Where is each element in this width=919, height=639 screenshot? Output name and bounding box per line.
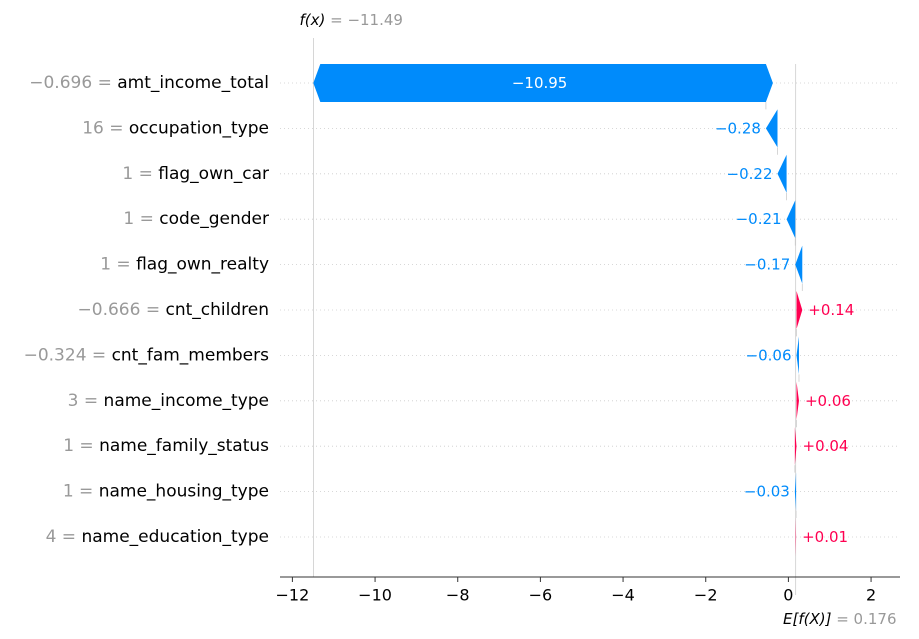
feature-label-cnt_children: −0.666 = cnt_children <box>78 300 269 320</box>
x-tick-label: −2 <box>694 586 718 605</box>
x-tick-label: −6 <box>529 586 553 605</box>
bar-label-name_housing_type: −0.03 <box>744 483 790 501</box>
bar-label-cnt_fam_members: −0.06 <box>746 346 792 364</box>
feature-name: cnt_fam_members <box>112 345 270 365</box>
feature-value: −0.666 = <box>78 300 166 320</box>
fx-label: f(x) <box>299 11 330 29</box>
feature-label-occupation_type: 16 = occupation_type <box>82 118 269 138</box>
feature-value: −0.696 = <box>29 73 117 93</box>
fx-value: = −11.49 <box>330 11 403 29</box>
efx-annotation: E[f(X)] = 0.176 <box>783 610 897 628</box>
x-tick-label: 2 <box>866 586 876 605</box>
fx-annotation: f(x) = −11.49 <box>299 11 403 29</box>
feature-label-name_education_type: 4 = name_education_type <box>46 527 269 547</box>
bar-label-code_gender: −0.21 <box>736 210 782 228</box>
feature-name: name_education_type <box>81 527 269 547</box>
bar-flag_own_car <box>777 154 787 193</box>
feature-value: 4 = <box>46 527 82 547</box>
bar-name_income_type <box>796 381 799 420</box>
feature-label-flag_own_car: 1 = flag_own_car <box>122 164 269 184</box>
bar-occupation_type <box>765 109 778 148</box>
feature-name: occupation_type <box>129 118 269 138</box>
bar-label-name_family_status: +0.04 <box>803 437 849 455</box>
feature-name: flag_own_car <box>158 164 269 184</box>
row-gridlines <box>280 82 900 538</box>
feature-value: 1 = <box>63 482 99 502</box>
feature-label-flag_own_realty: 1 = flag_own_realty <box>100 255 269 275</box>
bar-cnt_fam_members <box>796 336 799 375</box>
reference-lines <box>313 38 803 595</box>
bar-label-occupation_type: −0.28 <box>715 119 761 137</box>
feature-value: 16 = <box>82 118 129 138</box>
efx-value: = 0.176 <box>836 610 896 628</box>
x-tick-label: −8 <box>446 586 470 605</box>
x-tick-label: 0 <box>783 586 793 605</box>
feature-label-name_income_type: 3 = name_income_type <box>68 391 269 411</box>
x-tick-label: −12 <box>276 586 310 605</box>
bar-label-flag_own_car: −0.22 <box>727 165 773 183</box>
bar-label-name_income_type: +0.06 <box>805 392 851 410</box>
feature-name: amt_income_total <box>117 73 269 93</box>
efx-label: E[f(X)] <box>783 610 836 628</box>
feature-value: 1 = <box>63 436 99 456</box>
feature-value: 3 = <box>68 391 104 411</box>
bar-cnt_children <box>796 291 803 329</box>
bar-code_gender <box>786 200 796 239</box>
bar-label-name_education_type: +0.01 <box>802 528 848 546</box>
x-tick-label: −10 <box>358 586 392 605</box>
feature-labels: −0.696 = amt_income_total 16 = occupation… <box>24 73 270 547</box>
bar-name_housing_type <box>794 472 797 511</box>
bar-flag_own_realty <box>795 245 803 284</box>
x-axis: −12 −10 −8 −6 −4 −2 0 2 <box>276 576 900 605</box>
bar-label-amt_income_total: −10.95 <box>512 74 568 92</box>
annotations: f(x) = −11.49 E[f(X)] = 0.176 <box>299 11 896 628</box>
feature-name: cnt_children <box>166 300 270 320</box>
feature-label-name_housing_type: 1 = name_housing_type <box>63 482 269 502</box>
feature-name: flag_own_realty <box>136 255 269 275</box>
feature-name: code_gender <box>159 209 269 229</box>
feature-name: name_housing_type <box>99 482 269 502</box>
x-tick-label: −4 <box>611 586 635 605</box>
bar-label-cnt_children: +0.14 <box>808 301 854 319</box>
feature-name: name_income_type <box>104 391 269 411</box>
feature-label-amt_income_total: −0.696 = amt_income_total <box>29 73 269 93</box>
feature-label-name_family_status: 1 = name_family_status <box>63 436 269 456</box>
feature-label-code_gender: 1 = code_gender <box>123 209 269 229</box>
feature-name: name_family_status <box>99 436 269 456</box>
feature-label-cnt_fam_members: −0.324 = cnt_fam_members <box>24 345 270 365</box>
feature-value: 1 = <box>122 164 158 184</box>
feature-value: 1 = <box>123 209 159 229</box>
bar-name_family_status <box>794 427 797 466</box>
feature-value: −0.324 = <box>24 345 112 365</box>
feature-value: 1 = <box>100 255 136 275</box>
bar-amt_income_total <box>313 64 773 102</box>
contribution-bars: −10.95 −0.28 −0.22 −0.21 −0.17 +0.14 −0.06 +0.0… <box>313 64 854 556</box>
bar-label-flag_own_realty: −0.17 <box>744 256 790 274</box>
